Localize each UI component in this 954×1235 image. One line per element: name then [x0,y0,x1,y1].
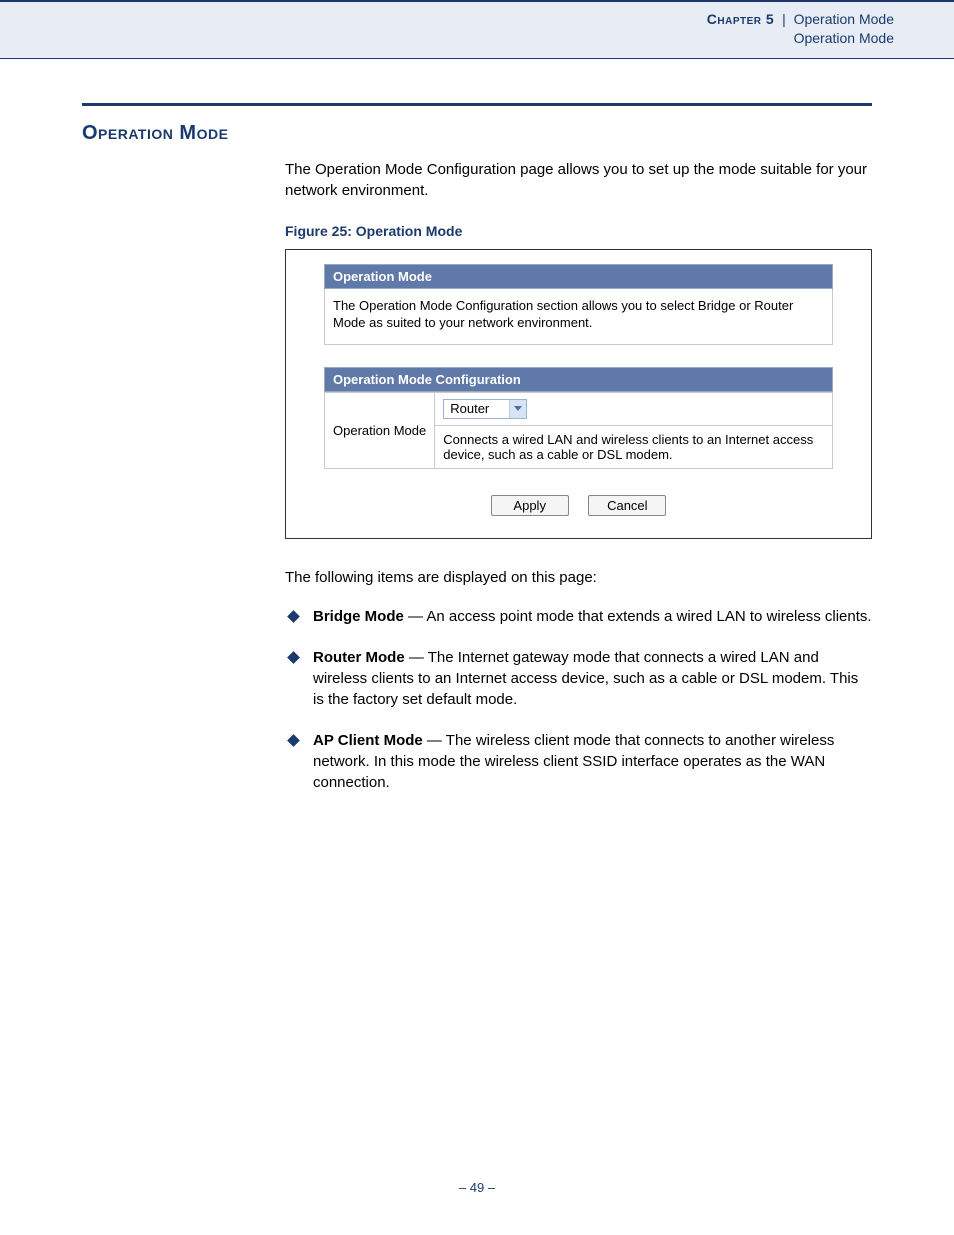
section-heading: Operation Mode [82,122,872,145]
header-title-2: Operation Mode [0,29,894,48]
list-item: Router Mode — The Internet gateway mode … [285,647,872,710]
figure-caption: Figure 25: Operation Mode [285,223,872,239]
page-number: – 49 – [0,1180,954,1195]
table-row: Operation Mode Router [325,392,833,425]
panel-config-header: Operation Mode Configuration [324,367,833,392]
config-table: Operation Mode Router Connects a wired L… [324,392,833,469]
page-header: Chapter 5 | Operation Mode Operation Mod… [0,0,954,59]
list-item: AP Client Mode — The wireless client mod… [285,730,872,793]
header-separator: | [778,11,790,27]
dropdown-value: Router [444,400,509,418]
config-row-label: Operation Mode [325,392,435,468]
panel-operation-mode-body: The Operation Mode Configuration section… [324,289,833,345]
mode-name: Router Mode [313,649,405,666]
mode-name: AP Client Mode [313,732,423,749]
list-item: Bridge Mode — An access point mode that … [285,606,872,627]
apply-button[interactable]: Apply [491,495,569,516]
figure-screenshot: Operation Mode The Operation Mode Config… [285,249,872,539]
chevron-down-icon [509,400,526,418]
section-rule [82,103,872,106]
mode-name: Bridge Mode [313,608,404,625]
section-intro: The Operation Mode Configuration page al… [285,159,872,201]
config-row-desc: Connects a wired LAN and wireless client… [435,425,833,468]
items-intro: The following items are displayed on thi… [285,567,872,588]
modes-list: Bridge Mode — An access point mode that … [285,606,872,793]
mode-desc: — An access point mode that extends a wi… [404,608,872,625]
button-row: Apply Cancel [324,469,833,516]
chapter-label: Chapter 5 [707,11,774,27]
operation-mode-select[interactable]: Router [443,399,527,419]
cancel-button[interactable]: Cancel [588,495,666,516]
header-title-1: Operation Mode [794,11,894,27]
page-content: Operation Mode The Operation Mode Config… [0,59,954,793]
panel-operation-mode-header: Operation Mode [324,264,833,289]
config-dropdown-cell: Router [435,392,833,425]
